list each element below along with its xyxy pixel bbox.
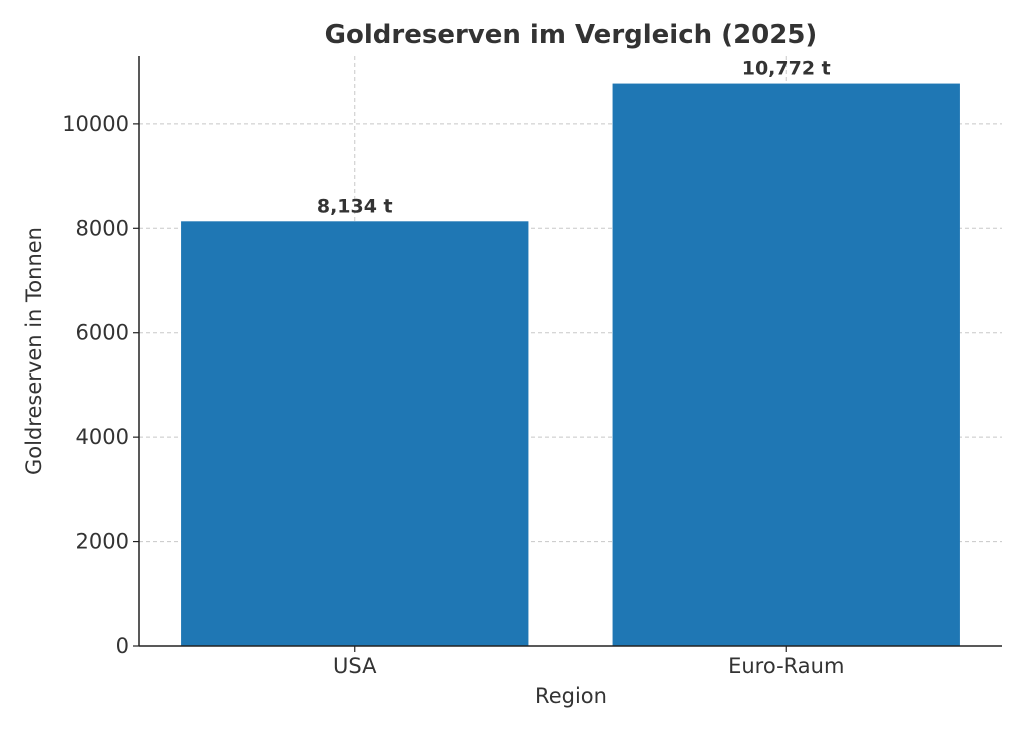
chart-title: Goldreserven im Vergleich (2025) — [325, 20, 818, 50]
y-tick-label-5: 10000 — [62, 112, 129, 136]
y-tick-label-3: 6000 — [76, 321, 129, 345]
data-label-0: 8,134 t — [317, 195, 393, 217]
data-label-1: 10,772 t — [742, 58, 831, 80]
y-tick-label-1: 2000 — [76, 530, 129, 554]
y-axis-label: Goldreserven in Tonnen — [22, 227, 46, 475]
axes-layer: USA Euro-Raum 0 2000 4000 6000 8000 10000 — [62, 56, 1002, 678]
y-tick-label-0: 0 — [116, 634, 129, 658]
bar-0 — [181, 221, 529, 646]
x-tick-label-1: Euro-Raum — [728, 654, 844, 678]
y-tick-label-2: 4000 — [76, 425, 129, 449]
x-axis-label: Region — [535, 684, 607, 708]
y-tick-label-4: 8000 — [76, 216, 129, 240]
x-tick-label-0: USA — [333, 654, 377, 678]
bars-layer: 8,134 t 10,772 t — [181, 58, 960, 647]
bar-1 — [612, 83, 960, 647]
